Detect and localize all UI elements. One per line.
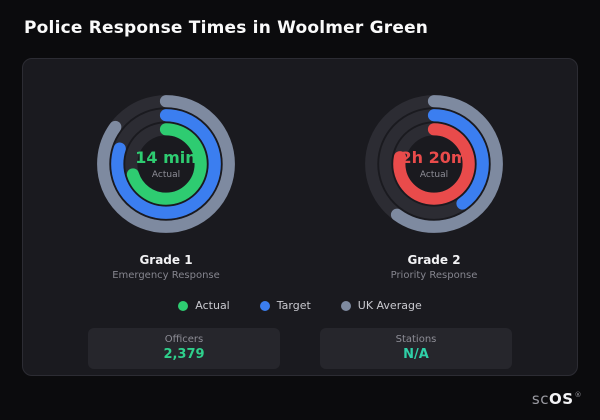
legend-dot-icon	[340, 300, 351, 311]
stat-value: N/A	[403, 347, 429, 362]
page-title: Police Response Times in Woolmer Green	[24, 18, 429, 38]
registered-mark-icon: ®	[574, 391, 582, 399]
gauges-row: 14 min Actual Grade 1 Emergency Response…	[23, 89, 577, 281]
gauge-rings-grade-2: 2h 20m Actual	[359, 89, 509, 239]
legend-label: UK Average	[357, 299, 422, 312]
legend-label: Target	[276, 299, 311, 312]
scos-logo: sc OS ®	[532, 390, 582, 408]
logo-prefix: sc	[531, 390, 549, 408]
gauge-subtitle: Emergency Response	[112, 270, 220, 281]
legend-item-uk-average[interactable]: UK Average	[340, 299, 422, 312]
legend-dot-icon	[178, 300, 189, 311]
legend-item-target[interactable]: Target	[259, 299, 311, 312]
stat-box-officers: Officers 2,379	[88, 328, 280, 369]
gauge-rings-grade-1: 14 min Actual	[91, 89, 241, 239]
legend: Actual Target UK Average	[23, 299, 577, 312]
gauge-grade-1: 14 min Actual Grade 1 Emergency Response	[41, 89, 291, 281]
stats-row: Officers 2,379 Stations N/A	[23, 328, 577, 369]
legend-item-actual[interactable]: Actual	[178, 299, 230, 312]
gauge-title: Grade 2	[407, 253, 461, 267]
response-times-card: 14 min Actual Grade 1 Emergency Response…	[22, 58, 578, 376]
stat-box-stations: Stations N/A	[320, 328, 512, 369]
stat-label: Officers	[164, 334, 204, 345]
gauge-subtitle: Priority Response	[390, 270, 478, 281]
logo-suffix: OS	[548, 390, 574, 408]
legend-label: Actual	[195, 299, 230, 312]
stat-label: Stations	[395, 334, 437, 345]
legend-dot-icon	[259, 300, 270, 311]
gauge-title: Grade 1	[139, 253, 193, 267]
stat-value: 2,379	[163, 347, 205, 362]
gauge-grade-2: 2h 20m Actual Grade 2 Priority Response	[309, 89, 559, 281]
